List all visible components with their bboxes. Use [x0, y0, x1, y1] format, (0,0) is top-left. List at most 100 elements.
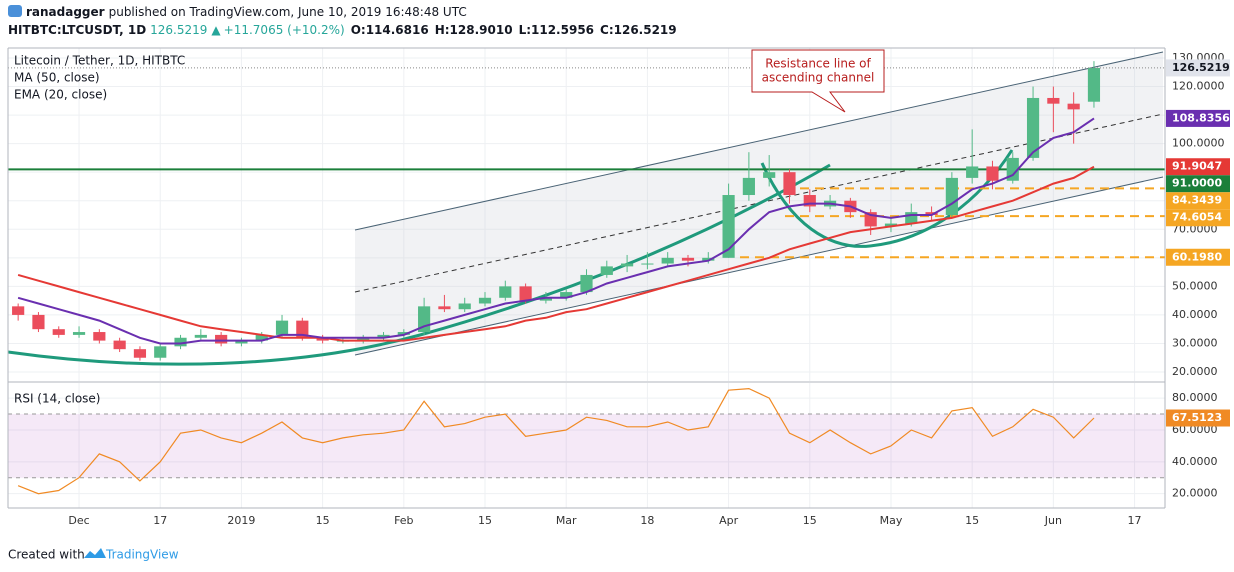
- candle-body: [154, 346, 167, 358]
- candle-body: [458, 303, 471, 310]
- candle-body: [681, 257, 695, 261]
- candle-body: [641, 263, 654, 265]
- candle-body: [1026, 97, 1040, 158]
- symbol-line: HITBTC:LTCUSDT, 1D 126.5219 ▲ +11.7065 (+10…: [8, 23, 677, 37]
- footer-brand: TradingView: [105, 548, 179, 562]
- candle-body: [397, 332, 410, 335]
- x-tick-label: 18: [640, 514, 654, 527]
- ohlc-low: L:112.5956: [519, 23, 594, 37]
- candle-body: [357, 337, 370, 341]
- candle-body: [52, 329, 65, 335]
- indicator-line: [17, 387, 1095, 495]
- legend-entry: MA (50, close): [14, 71, 100, 85]
- y-tick-label: 30.0000: [1172, 336, 1218, 349]
- chart-title: Litecoin / Tether, 1D, HITBTC: [14, 54, 185, 68]
- candle-body: [215, 334, 228, 344]
- ohlc-close: C:126.5219: [600, 23, 677, 37]
- price-marker-label: 126.5219: [1172, 61, 1230, 74]
- price-marker: [1166, 248, 1230, 266]
- y-tick-label: 40.0000: [1172, 308, 1218, 321]
- candle-body: [763, 172, 776, 178]
- x-tick-label: May: [880, 514, 903, 527]
- candle-body: [235, 340, 248, 344]
- candle-body: [742, 177, 755, 196]
- callout-box: [751, 49, 885, 113]
- grid-layer: [8, 48, 1165, 508]
- candle-body: [93, 332, 106, 341]
- change: +11.7065 (+10.2%): [224, 23, 345, 37]
- candle-body: [884, 223, 898, 227]
- channel-upper: [354, 51, 1164, 231]
- candle-body: [600, 266, 613, 275]
- candle-body: [702, 257, 715, 261]
- y-tick-label: 100.0000: [1172, 137, 1225, 150]
- price-marker-label: 108.8356: [1172, 111, 1230, 124]
- candle-body: [722, 195, 735, 258]
- cup-curve: [7, 163, 831, 366]
- ohlc-high: H:128.9010: [435, 23, 513, 37]
- candle-body: [275, 320, 289, 335]
- callout: Resistance line of ascending channel: [751, 49, 885, 113]
- price-marker: [1166, 192, 1230, 210]
- ohlc-open: O:114.6816: [351, 23, 429, 37]
- footer-text: Created with: [8, 548, 85, 562]
- price-marker: [1166, 209, 1230, 227]
- x-tick-label: 15: [316, 514, 330, 527]
- channel: [7, 51, 1164, 366]
- candle-body: [255, 334, 268, 341]
- y-tick-label: 20.0000: [1172, 365, 1218, 378]
- legend: Litecoin / Tether, 1D, HITBTC MA (50, cl…: [14, 54, 185, 406]
- candle-body: [1067, 103, 1080, 110]
- candle-body: [925, 212, 938, 215]
- channel-mid: [354, 113, 1164, 293]
- avatar: [8, 5, 22, 17]
- candle-body: [621, 263, 634, 267]
- rsi-band: [8, 414, 1165, 478]
- footer: Created with TradingView: [8, 548, 179, 562]
- x-tick-label: 2019: [227, 514, 255, 527]
- candle-body: [194, 334, 207, 338]
- candle-body: [113, 340, 126, 350]
- callout-text: ascending channel: [762, 71, 875, 85]
- candle-body: [316, 337, 329, 341]
- y-tick-label: 80.0000: [1172, 391, 1218, 404]
- candle-body: [478, 297, 492, 304]
- data-layer: [8, 61, 1165, 495]
- x-tick-label: Apr: [719, 514, 739, 527]
- symbol: HITBTC:LTCUSDT, 1D: [8, 23, 146, 37]
- candle-body: [966, 166, 979, 178]
- price-marker: [1166, 109, 1230, 127]
- x-tick-label: Feb: [394, 514, 413, 527]
- x-tick-label: 17: [153, 514, 167, 527]
- publish-line: ranadagger published on TradingView.com, …: [26, 5, 467, 19]
- candle-body: [783, 172, 796, 196]
- header: ranadagger published on TradingView.com, …: [8, 5, 677, 37]
- y-tick-label: 50.0000: [1172, 279, 1218, 292]
- x-tick-label: 17: [1128, 514, 1142, 527]
- candle-body: [174, 337, 187, 347]
- price-marker: [1166, 409, 1230, 427]
- indicator-line: [17, 165, 1095, 342]
- candle-body: [905, 212, 918, 224]
- inner-cup-curve: [760, 149, 1014, 248]
- candle-body: [803, 195, 816, 207]
- price-marker: [1166, 175, 1230, 193]
- callout-text: Resistance line of: [765, 57, 871, 71]
- candle-body: [296, 320, 309, 338]
- rsi-title: RSI (14, close): [14, 392, 100, 406]
- price-marker: [1166, 59, 1230, 77]
- x-tick-label: 15: [478, 514, 492, 527]
- y-tick-label: 40.0000: [1172, 455, 1218, 468]
- last: 126.5219: [150, 23, 207, 37]
- channel-lower: [354, 176, 1164, 356]
- candle-body: [438, 306, 451, 310]
- candle-body: [539, 297, 552, 301]
- candle-body: [72, 332, 86, 335]
- candle-body: [1006, 157, 1019, 181]
- published: published on TradingView.com, June 10, 2…: [109, 5, 467, 19]
- x-tick-label: 15: [965, 514, 979, 527]
- y-tick-label: 20.0000: [1172, 487, 1218, 500]
- candle-body: [986, 166, 999, 181]
- x-tick-label: Jun: [1044, 514, 1062, 527]
